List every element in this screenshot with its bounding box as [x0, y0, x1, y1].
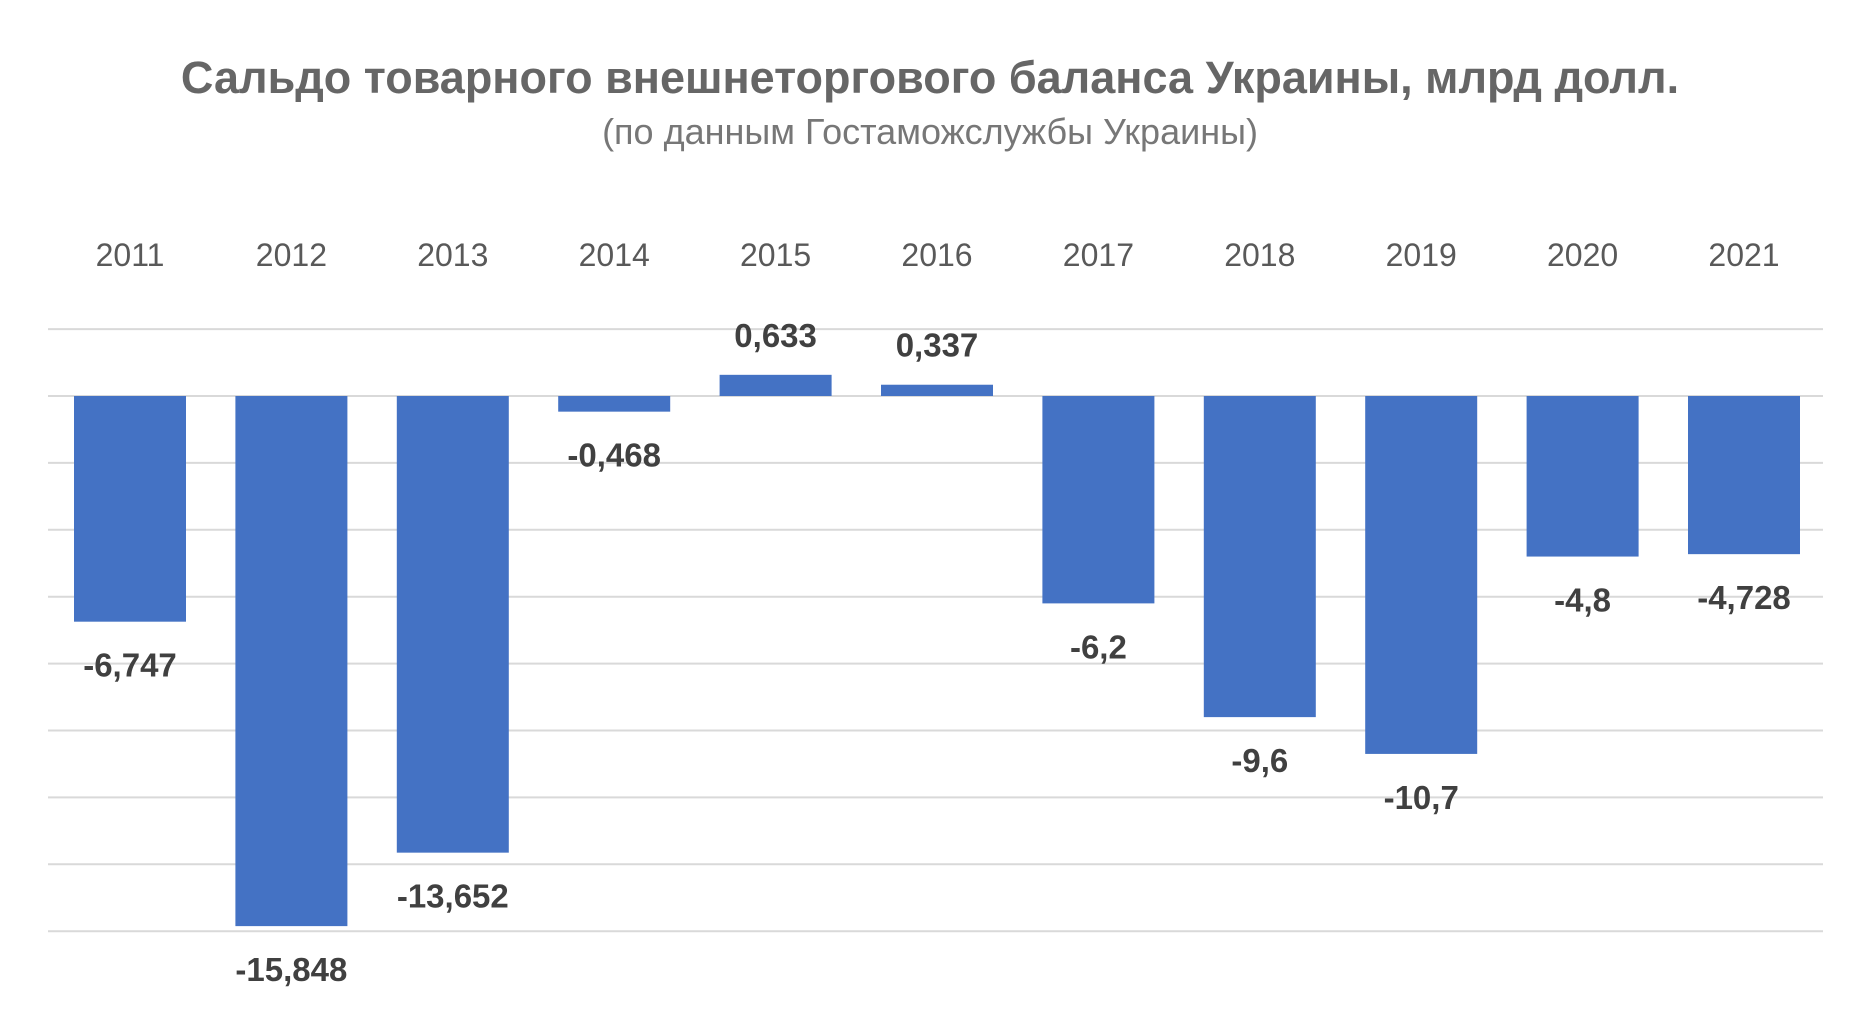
value-label-2015: 0,633 — [734, 317, 817, 354]
category-label-2018: 2018 — [1224, 237, 1295, 273]
value-label-2017: -6,2 — [1070, 628, 1127, 665]
category-label-2021: 2021 — [1708, 237, 1779, 273]
bar-2015 — [719, 374, 832, 396]
bar-2020 — [1526, 396, 1639, 557]
bar-2011 — [74, 396, 186, 622]
bar-2017 — [1042, 396, 1155, 604]
category-label-2011: 2011 — [96, 237, 165, 273]
category-label-2017: 2017 — [1063, 237, 1134, 273]
bar-2019 — [1365, 396, 1478, 754]
bar-2012 — [235, 396, 348, 927]
value-label-2020: -4,8 — [1554, 582, 1611, 619]
value-label-2011: -6,747 — [83, 647, 177, 684]
chart-subtitle: (по данным Гостаможслужбы Украины) — [602, 111, 1258, 152]
bar-2021 — [1688, 396, 1800, 555]
value-label-2013: -13,652 — [397, 878, 509, 915]
bar-2013 — [396, 396, 509, 853]
bar-2018 — [1203, 396, 1316, 718]
category-label-2014: 2014 — [579, 237, 650, 273]
value-label-2012: -15,848 — [235, 951, 347, 988]
value-label-2021: -4,728 — [1697, 579, 1791, 616]
value-label-2019: -10,7 — [1384, 779, 1459, 816]
category-label-2012: 2012 — [256, 237, 327, 273]
category-label-2020: 2020 — [1547, 237, 1618, 273]
value-label-2014: -0,468 — [567, 437, 661, 474]
bar-2016 — [881, 384, 993, 396]
category-label-2016: 2016 — [901, 237, 972, 273]
value-label-2018: -9,6 — [1231, 742, 1288, 779]
category-label-2013: 2013 — [417, 237, 488, 273]
bar-2014 — [558, 396, 671, 412]
category-label-2015: 2015 — [740, 237, 811, 273]
category-label-2019: 2019 — [1386, 237, 1457, 273]
chart-title: Сальдо товарного внешнеторгового баланса… — [180, 52, 1680, 103]
value-label-2016: 0,337 — [896, 327, 979, 364]
